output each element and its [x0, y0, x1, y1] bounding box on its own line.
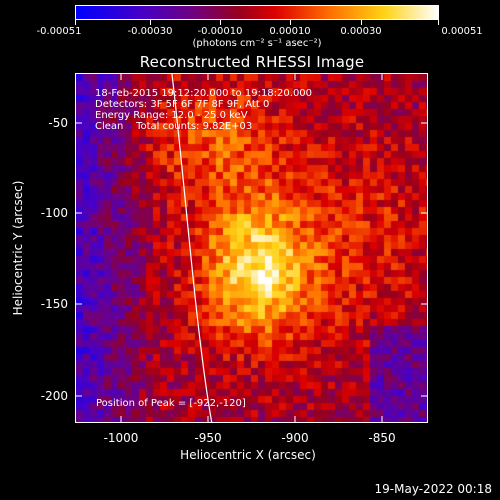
info-peak-position: Position of Peak = [-922,-120] [96, 398, 246, 409]
info-energy-range: Energy Range: 12.0 - 25.0 keV [95, 110, 248, 121]
solar-limb-overlay [171, 74, 213, 422]
y-tick-label: -200 [40, 389, 68, 403]
x-tick-label: -950 [194, 431, 222, 445]
x-tick-label: -850 [368, 431, 396, 445]
colorbar-tick [150, 20, 151, 25]
colorbar-tick-label: 0.00051 [441, 26, 483, 37]
timestamp: 19-May-2022 00:18 [374, 482, 492, 496]
y-axis-label: Heliocentric Y (arcsec) [11, 180, 25, 316]
colorbar-tick-label: -0.00010 [197, 26, 243, 37]
plot-title: Reconstructed RHESSI Image [139, 53, 365, 71]
y-tick-label: -100 [40, 206, 68, 220]
colorbar-tick-label: -0.00030 [127, 26, 173, 37]
colorbar [75, 5, 439, 20]
colorbar-tick-label: -0.00051 [36, 26, 82, 37]
colorbar-tick-label: 0.00030 [340, 26, 382, 37]
info-detectors: Detectors: 3F 5F 6F 7F 8F 9F, Att 0 [95, 99, 270, 110]
rhessi-image-plot: 18-Feb-2015 19:12:20.000 to 19:18:20.000… [75, 73, 428, 423]
colorbar-tick [290, 20, 291, 25]
colorbar-tick [438, 20, 439, 25]
x-axis-label: Heliocentric X (arcsec) [180, 448, 316, 462]
rhessi-image-map [76, 74, 427, 422]
colorbar-tick [220, 20, 221, 25]
solar-limb-line [171, 74, 213, 422]
colorbar-tick-label: 0.00010 [269, 26, 311, 37]
x-tick-label: -900 [281, 431, 309, 445]
colorbar-unit-label: (photons cm⁻² s⁻¹ asec⁻²) [192, 38, 322, 49]
y-tick-label: -150 [40, 297, 68, 311]
info-clean-counts: Clean Total counts: 9.82E+03 [95, 121, 253, 132]
y-tick-label: -50 [48, 116, 68, 130]
colorbar-tick [75, 20, 76, 25]
x-tick-label: -1000 [103, 431, 139, 445]
colorbar-tick [361, 20, 362, 25]
info-time-range: 18-Feb-2015 19:12:20.000 to 19:18:20.000 [95, 88, 313, 99]
